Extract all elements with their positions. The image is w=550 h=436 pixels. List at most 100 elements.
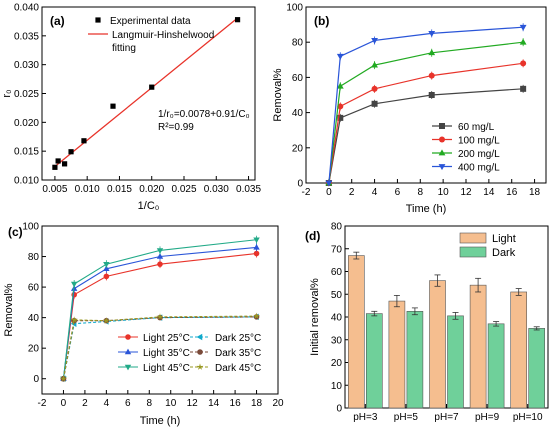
panel-b-xtick-label: 18 [529, 187, 541, 198]
panel-c-xtick-label: -2 [38, 398, 47, 409]
panel-b-data-point [519, 38, 527, 45]
panel-a-r-squared: R²=0.99 [158, 122, 194, 133]
panel-c-data-point [156, 313, 164, 320]
panel-a-equation: 1/r₀=0.0078+0.91/C₀ [158, 109, 250, 120]
panel-d-category-label: pH=5 [394, 412, 419, 423]
panel-b-xlabel: Time (h) [406, 203, 447, 215]
panel-d-ytick-label: 60 [331, 267, 343, 278]
panel-b-legend-marker [438, 164, 446, 171]
panel-d-bar [347, 255, 365, 409]
panel-d-bar [469, 284, 487, 409]
panel-d-legend-text: Light [492, 233, 516, 245]
panel-d-category-label: pH=3 [353, 412, 378, 423]
panel-b-label: (b) [314, 14, 329, 28]
panel-b-xtick-label: 14 [483, 187, 495, 198]
panel-b-ytick-label: 20 [292, 143, 304, 154]
panel-d-bar [429, 280, 446, 409]
panel-c-legend-text: Light 25°C [143, 333, 190, 344]
panel-b-data-point [325, 180, 333, 187]
panel-d-bar [406, 311, 424, 409]
panel-a-data-point [110, 103, 116, 109]
panel-b-frame [305, 6, 547, 184]
panel-d-ytick-label: 10 [331, 381, 343, 392]
panel-b-ytick-label: 60 [292, 73, 304, 84]
panel-b-data-point [428, 49, 436, 56]
panel-b-legend-text: 100 mg/L [458, 136, 500, 147]
panel-a-ytick-label: 0.025 [14, 89, 39, 100]
panel-d-ytick-label: 80 [331, 222, 343, 233]
panel-a-xtick-label: 0.010 [75, 184, 100, 195]
panel-c-legend-text: Dark 45°C [215, 363, 261, 374]
panel-c-legend-text: Light 45°C [143, 363, 190, 374]
panel-c-ytick-label: 40 [28, 313, 40, 324]
panel-b-xtick-label: 10 [438, 187, 450, 198]
panel-c-xtick-label: 20 [272, 398, 284, 409]
panel-b-xtick-label: 16 [506, 187, 518, 198]
panel-b-xtick-label: 6 [395, 187, 401, 198]
panel-d-label: (d) [305, 229, 320, 243]
panel-b-xtick-label: -2 [302, 187, 311, 198]
panel-c-legend-marker [196, 333, 203, 341]
panel-b-xtick-label: 0 [326, 187, 332, 198]
panel-b-data-point [428, 92, 435, 98]
panel-b-xtick-label: 2 [349, 187, 355, 198]
panel-c-frame [41, 225, 279, 395]
panel-c-xlabel: Time (h) [140, 415, 181, 427]
panel-d-ytick-label: 0 [336, 404, 342, 415]
panel-d-bar [510, 291, 528, 409]
panel-d-legend-text: Dark [492, 247, 516, 259]
panel-b-data-point [371, 61, 378, 68]
panel-b-ylabel: Removal% [272, 68, 284, 121]
panel-b-data-point [337, 114, 344, 121]
panel-d-category-label: pH=10 [513, 412, 543, 423]
panel-a-data-point [61, 161, 68, 167]
panel-a-data-point [81, 138, 87, 144]
panel-d-category-label: pH=9 [475, 412, 500, 423]
panel-c-xtick-label: 10 [165, 398, 177, 409]
panel-a-legend-marker [95, 17, 101, 23]
panel-a-legend-text: Experimental data [110, 16, 191, 27]
panel-c-ytick-label: 60 [28, 283, 40, 294]
panel-a-ytick-label: 0.015 [14, 147, 39, 158]
panel-c-xtick-label: 4 [104, 398, 110, 409]
panel-a-xtick-label: 0.015 [107, 184, 132, 195]
panel-a-data-point [234, 17, 241, 23]
panel-a-xtick-label: 0.005 [42, 184, 67, 195]
panel-a-data-point [149, 84, 155, 90]
panel-a-xlabel: 1/C₀ [138, 200, 160, 212]
panel-d-bar [365, 313, 383, 409]
panel-d-bar [388, 300, 406, 409]
panel-d-category-label: pH=7 [434, 412, 459, 423]
panel-d-bar [528, 328, 546, 409]
panel-c-xtick-label: 12 [187, 398, 199, 409]
panel-b-data-point [428, 72, 435, 79]
panel-c-xtick-label: 0 [61, 398, 67, 409]
panel-c-data-point [70, 281, 78, 288]
panel-a-ytick-label: 0.040 [14, 3, 39, 14]
panel-d-ytick-label: 30 [331, 335, 343, 346]
panel-d-bar [487, 323, 505, 409]
panel-b-data-point [336, 53, 344, 60]
panel-c-legend-text: Dark 35°C [215, 348, 261, 359]
panel-b-data-point [336, 82, 344, 89]
panel-c-xtick-label: 8 [146, 398, 152, 409]
panel-b-legend-text: 200 mg/L [458, 149, 500, 160]
panel-d-ytick-label: 40 [331, 313, 343, 324]
panel-a-legend-text: Langmuir-Hinshelwood [112, 30, 214, 41]
panel-a-data-point [52, 164, 58, 170]
panel-a-xtick-label: 0.020 [139, 184, 164, 195]
panel-c-ytick-label: 80 [28, 252, 40, 263]
panel-c-data-point [103, 265, 110, 272]
panel-c-legend-marker [124, 364, 132, 371]
panel-c-legend-marker [124, 348, 132, 355]
panel-c-ytick-label: 0 [33, 374, 39, 385]
panel-c-xtick-label: 6 [125, 398, 131, 409]
panel-a-ytick-label: 0.030 [14, 60, 39, 71]
panel-a-label: (a) [50, 14, 65, 28]
panel-c-ytick-label: 20 [28, 344, 40, 355]
panel-c-data-point [253, 312, 260, 320]
panel-b-data-point [371, 38, 378, 45]
panel-a-data-point [68, 149, 74, 155]
panel-c-xtick-label: 16 [230, 398, 242, 409]
